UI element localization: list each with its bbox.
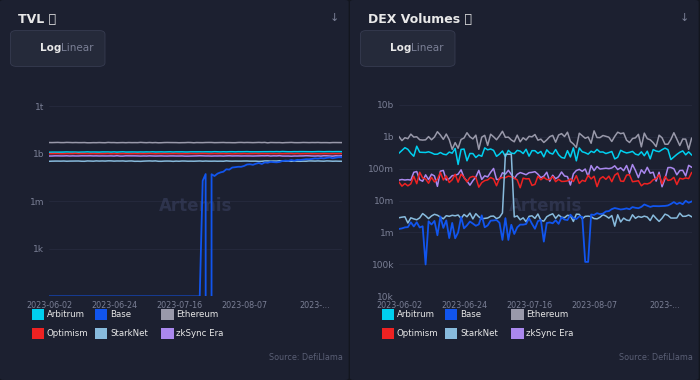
Text: Optimism: Optimism <box>47 329 88 338</box>
Text: TVL ⓘ: TVL ⓘ <box>18 13 55 26</box>
Text: Log: Log <box>390 43 412 53</box>
Text: Source: DefiLlama: Source: DefiLlama <box>619 353 693 362</box>
Text: Artemis: Artemis <box>509 197 582 215</box>
Text: StarkNet: StarkNet <box>110 329 148 338</box>
Text: Log: Log <box>40 43 62 53</box>
Text: Linear: Linear <box>411 43 443 53</box>
Text: Optimism: Optimism <box>397 329 438 338</box>
Text: zkSync Era: zkSync Era <box>526 329 574 338</box>
Text: zkSync Era: zkSync Era <box>176 329 224 338</box>
Text: ↓: ↓ <box>680 13 690 23</box>
Text: ↓: ↓ <box>330 13 340 23</box>
Text: Linear: Linear <box>61 43 93 53</box>
Text: Arbitrum: Arbitrum <box>397 310 435 319</box>
Text: Base: Base <box>460 310 481 319</box>
Text: StarkNet: StarkNet <box>460 329 498 338</box>
Text: Ethereum: Ethereum <box>526 310 568 319</box>
Text: DEX Volumes ⓘ: DEX Volumes ⓘ <box>368 13 472 26</box>
Text: Arbitrum: Arbitrum <box>47 310 85 319</box>
Text: Base: Base <box>110 310 131 319</box>
Text: Artemis: Artemis <box>159 197 232 215</box>
Text: Ethereum: Ethereum <box>176 310 218 319</box>
Text: Source: DefiLlama: Source: DefiLlama <box>269 353 343 362</box>
